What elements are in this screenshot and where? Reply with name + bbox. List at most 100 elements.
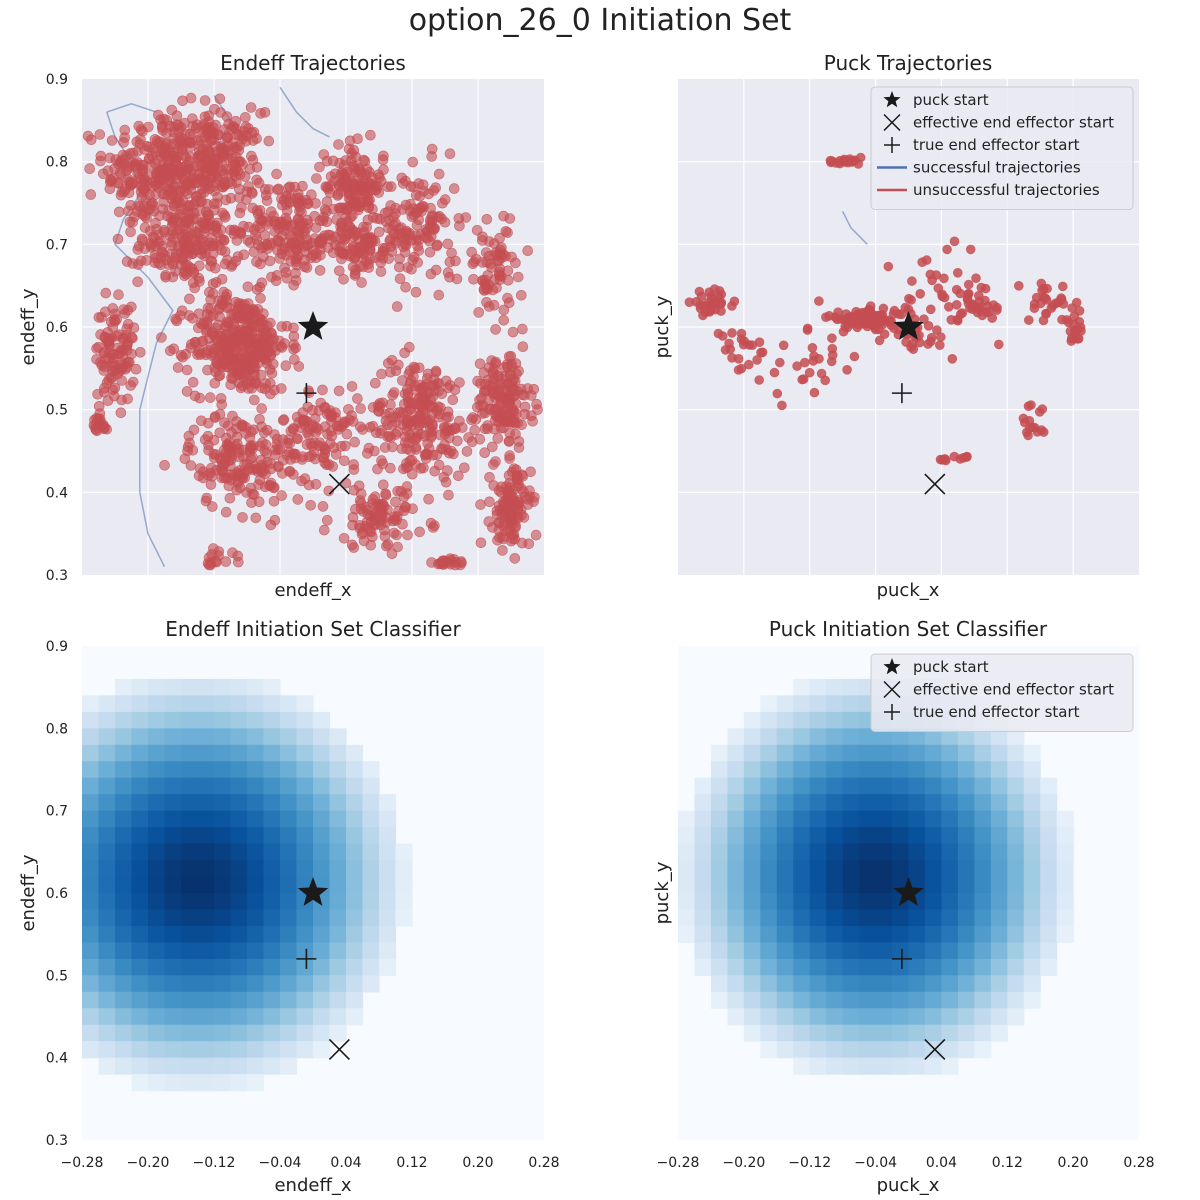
unsuccessful-trajectory-point — [429, 465, 441, 477]
heatmap-cell — [115, 958, 133, 976]
heatmap-cell — [990, 909, 1008, 927]
unsuccessful-trajectory-point — [838, 326, 849, 337]
unsuccessful-trajectory-point — [406, 454, 418, 466]
unsuccessful-trajectory-point — [116, 357, 127, 368]
heatmap-cell — [859, 893, 877, 911]
heatmap-cell — [809, 991, 827, 1009]
heatmap-cell — [230, 843, 248, 861]
unsuccessful-trajectory-point — [177, 351, 188, 363]
heatmap-cell — [230, 728, 248, 746]
heatmap-cell — [710, 876, 728, 894]
unsuccessful-trajectory-point — [258, 464, 270, 475]
unsuccessful-trajectory-point — [490, 324, 501, 335]
heatmap-cell — [1056, 860, 1074, 878]
heatmap-cell — [776, 695, 794, 713]
heatmap-cell — [313, 925, 331, 943]
unsuccessful-trajectory-point — [475, 537, 487, 549]
heatmap-cell — [164, 695, 182, 713]
heatmap-cell — [892, 1057, 910, 1075]
heatmap-cell — [710, 975, 728, 993]
heatmap-cell — [710, 794, 728, 812]
heatmap-cell — [164, 1008, 182, 1026]
heatmap-cell — [957, 1041, 975, 1059]
heatmap-cell — [727, 991, 745, 1009]
unsuccessful-trajectory-point — [305, 499, 317, 511]
heatmap-cell — [313, 975, 331, 993]
unsuccessful-trajectory-point — [1073, 333, 1084, 344]
heatmap-cell — [247, 728, 265, 746]
heatmap-cell — [131, 678, 149, 696]
y-tick-label: 0.5 — [46, 403, 68, 419]
unsuccessful-trajectory-point — [481, 279, 492, 290]
heatmap-cell — [247, 991, 265, 1009]
heatmap-cell — [263, 991, 281, 1009]
panel-puck-trajectories: Puck Trajectories puck start effective en… — [652, 51, 1139, 601]
unsuccessful-trajectory-point — [215, 107, 226, 118]
heatmap-cell — [346, 893, 364, 911]
unsuccessful-trajectory-point — [1038, 283, 1049, 294]
heatmap-cell — [296, 1008, 314, 1026]
heatmap-cell — [892, 942, 910, 960]
heatmap-cell — [793, 678, 811, 696]
heatmap-cell — [694, 925, 712, 943]
heatmap-cell — [924, 942, 943, 960]
unsuccessful-trajectory-point — [385, 181, 397, 192]
unsuccessful-trajectory-point — [377, 154, 389, 165]
heatmap-cell — [990, 893, 1008, 911]
heatmap-cell — [892, 1008, 910, 1026]
unsuccessful-trajectory-point — [168, 151, 179, 162]
heatmap-cell — [760, 827, 778, 845]
heatmap-cell — [793, 810, 811, 828]
unsuccessful-trajectory-point — [409, 434, 421, 446]
heatmap-cell — [908, 958, 926, 976]
heatmap-cell — [694, 827, 712, 845]
heatmap-cell — [247, 843, 265, 861]
heatmap-cell — [263, 711, 281, 729]
unsuccessful-trajectory-point — [352, 133, 363, 144]
heatmap-cell — [98, 843, 116, 861]
heatmap-cell — [694, 860, 712, 878]
heatmap-cell — [694, 909, 712, 927]
unsuccessful-trajectory-point — [1013, 280, 1024, 291]
unsuccessful-trajectory-point — [889, 305, 900, 316]
heatmap-cell — [760, 810, 778, 828]
heatmap-cell — [793, 695, 811, 713]
unsuccessful-trajectory-point — [217, 148, 229, 160]
heatmap-cell — [957, 876, 975, 894]
heatmap-cell — [924, 876, 943, 894]
heatmap-cell — [197, 1041, 215, 1059]
heatmap-cell — [115, 925, 133, 943]
heatmap-cell — [214, 777, 232, 795]
unsuccessful-trajectory-point — [497, 545, 508, 556]
unsuccessful-trajectory-point — [980, 295, 990, 306]
unsuccessful-trajectory-point — [440, 412, 452, 423]
panel-endeff-trajectories: Endeff Trajectories 0.30.40.50.60.70.80.… — [18, 51, 544, 601]
unsuccessful-trajectory-point — [824, 310, 835, 321]
heatmap-cell — [990, 761, 1008, 779]
unsuccessful-trajectory-point — [318, 452, 330, 464]
unsuccessful-trajectory-point — [185, 137, 196, 149]
heatmap-cell — [776, 1008, 794, 1026]
heatmap-cell — [727, 893, 745, 911]
unsuccessful-trajectory-point — [203, 110, 214, 122]
heatmap-cell — [148, 794, 166, 812]
heatmap-cell — [842, 843, 860, 861]
heatmap-cell — [826, 1024, 844, 1042]
heatmap-cell — [826, 991, 844, 1009]
unsuccessful-trajectory-point — [193, 346, 204, 358]
unsuccessful-trajectory-point — [1034, 406, 1045, 417]
unsuccessful-trajectory-point — [197, 318, 209, 330]
unsuccessful-trajectory-point — [867, 313, 878, 323]
heatmap-cell — [892, 777, 910, 795]
unsuccessful-trajectory-point — [522, 383, 534, 394]
heatmap-cell — [908, 810, 926, 828]
heatmap-cell — [710, 991, 728, 1009]
heatmap-cell — [924, 909, 943, 927]
heatmap-cell — [793, 744, 811, 762]
unsuccessful-trajectory-point — [451, 273, 463, 285]
heatmap-cell — [727, 827, 745, 845]
heatmap-cell — [743, 794, 761, 812]
unsuccessful-trajectory-point — [333, 385, 345, 397]
heatmap-cell — [892, 827, 910, 845]
unsuccessful-trajectory-point — [400, 281, 411, 293]
